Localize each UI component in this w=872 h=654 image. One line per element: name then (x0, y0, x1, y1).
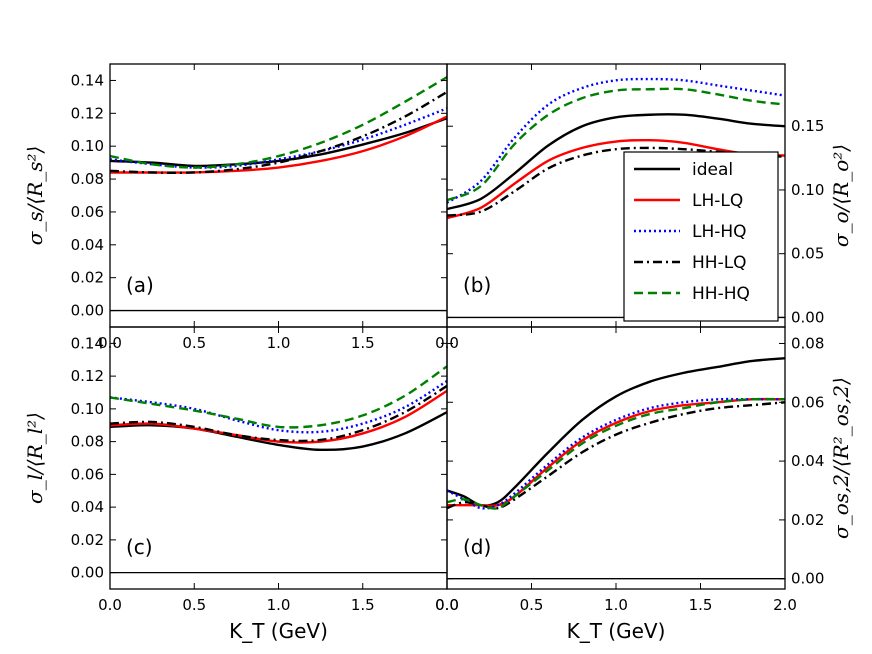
series-group-c (110, 365, 447, 452)
panel-b: 0.00 0.05 0.10 0.15 (b) σ_o/⟨R_o²⟩ (446, 63, 853, 328)
ytick-label-c-2: 0.04 (71, 498, 104, 516)
ytick-label-c-4: 0.08 (71, 433, 104, 451)
ytick-label-d-3: 0.06 (791, 393, 824, 411)
series-line-a-hh-hq (110, 76, 447, 169)
frame-a (109, 63, 448, 328)
ytick-label-b-3: 0.15 (791, 117, 824, 135)
legend-label-hh-hq: HH-HQ (692, 284, 750, 304)
series-line-d-lh-lq (447, 397, 785, 508)
ytick-label-c-0: 0.00 (71, 564, 104, 582)
panel-label-a: (a) (126, 273, 154, 297)
xtick-label-d-3: 1.5 (689, 596, 713, 614)
series-line-a-lh-lq (110, 115, 447, 174)
xtick-label-a-1: 0.5 (182, 334, 206, 352)
ytick-label-a-3: 0.06 (71, 203, 104, 221)
ytick-label-a-2: 0.04 (71, 236, 104, 254)
series-line-b-lh-lq (447, 138, 785, 220)
legend-label-ideal: ideal (692, 160, 733, 180)
series-line-c-hh-hq (110, 365, 447, 429)
ytick-label-c-6: 0.12 (71, 367, 104, 385)
ytick-label-d-1: 0.02 (791, 511, 824, 529)
series-line-d-ideal (447, 356, 785, 507)
ytick-label-b-2: 0.10 (791, 181, 824, 199)
y-axis-label-c: σ_l/⟨R_l²⟩ (23, 412, 47, 504)
y-axis-label-d: σ_os,2/⟨R²_os,2⟩ (829, 377, 853, 539)
y-axis-label-b: σ_o/⟨R_o²⟩ (829, 144, 853, 247)
series-group-a (110, 76, 447, 175)
series-line-c-hh-lq (110, 384, 447, 443)
ytick-label-d-4: 0.08 (791, 334, 824, 352)
ytick-label-a-5: 0.10 (71, 137, 104, 155)
xtick-label-c-0: 0.0 (98, 596, 122, 614)
ytick-label-b-0: 0.00 (791, 308, 824, 326)
legend-label-lh-lq: LH-LQ (692, 191, 743, 211)
panel-label-d: (d) (463, 535, 491, 559)
series-line-c-lh-lq (110, 389, 447, 444)
panel-c: 0.00 0.02 0.04 0.06 0.08 0.10 0.12 0.14 0.0 0.5 1.… (23, 326, 459, 614)
xtick-label-d-0: 0.0 (435, 596, 459, 614)
ytick-label-a-6: 0.12 (71, 104, 104, 122)
ytick-label-b-1: 0.05 (791, 245, 824, 263)
legend-label-lh-hq: LH-HQ (692, 222, 747, 242)
xtick-label-c-2: 1.0 (267, 596, 291, 614)
frame-d (446, 326, 786, 590)
series-line-c-lh-hq (110, 380, 447, 434)
xtick-label-d-4: 2.0 (773, 596, 797, 614)
panel-d: 0.00 0.02 0.04 0.06 0.08 0.0 0.5 1.0 1.5 2.0 (d) σ_… (435, 326, 853, 614)
series-line-b-ideal (447, 113, 785, 211)
panels-layer: 0.00 0.02 0.04 0.06 0.08 0.10 0.12 0.14 0.0 0.5 1.… (23, 63, 853, 614)
xtick-label-c-3: 1.5 (351, 596, 375, 614)
xtick-label-a-3: 1.5 (351, 334, 375, 352)
series-line-d-lh-hq (447, 397, 785, 510)
ytick-label-d-0: 0.00 (791, 570, 824, 588)
series-line-b-hh-lq (447, 146, 785, 217)
y-axis-label-a: σ_s/⟨R_s²⟩ (23, 146, 47, 246)
series-line-d-hh-lq (447, 401, 785, 510)
series-group-d (447, 356, 785, 510)
ytick-label-a-4: 0.08 (71, 170, 104, 188)
series-line-b-lh-hq (447, 77, 785, 204)
ytick-label-c-7: 0.14 (71, 334, 104, 352)
frame-c (109, 326, 448, 590)
ytick-label-c-3: 0.06 (71, 465, 104, 483)
ytick-label-a-7: 0.14 (71, 71, 104, 89)
series-line-d-hh-hq (447, 397, 785, 510)
ytick-label-a-1: 0.02 (71, 269, 104, 287)
x-axis-label-left: K_T (GeV) (229, 619, 328, 643)
series-group-b (447, 77, 785, 220)
legend: ideal LH-LQ LH-HQ HH-LQ HH-HQ (623, 151, 779, 322)
series-line-a-lh-hq (110, 107, 447, 169)
x-axis-label-right: K_T (GeV) (567, 619, 666, 643)
xtick-label-c-1: 0.5 (182, 596, 206, 614)
xtick-label-c-4: 0.0 (435, 596, 459, 614)
series-line-a-hh-lq (110, 90, 447, 175)
panel-a: 0.000.020.040.060.080.100.120.140.0 0.5 1.… (23, 63, 459, 352)
panel-label-b: (b) (463, 273, 491, 297)
panel-label-c: (c) (126, 535, 153, 559)
series-line-a-ideal (110, 117, 447, 168)
ytick-label-c-5: 0.10 (71, 400, 104, 418)
ytick-label-c-1: 0.02 (71, 531, 104, 549)
series-line-b-hh-hq (447, 87, 785, 202)
series-line-c-ideal (110, 411, 447, 452)
xtick-label-d-2: 1.0 (604, 596, 628, 614)
ytick-label-d-2: 0.04 (791, 452, 824, 470)
xtick-label-d-1: 0.5 (520, 596, 544, 614)
xtick-label-a-2: 1.0 (267, 334, 291, 352)
ytick-label-a-0: 0.00 (71, 302, 104, 320)
legend-label-hh-lq: HH-LQ (692, 253, 747, 273)
